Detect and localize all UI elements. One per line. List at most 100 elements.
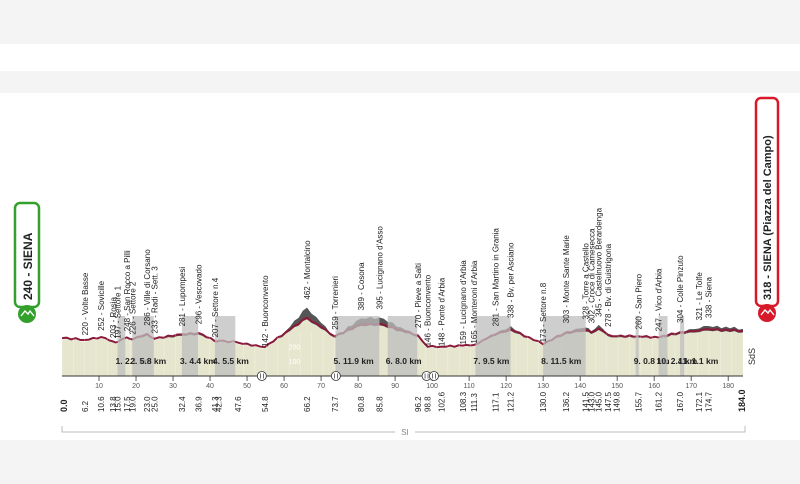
start-badge: 240 - SIENA xyxy=(13,201,41,323)
top-band-lower xyxy=(0,71,800,93)
place-label: 159 - Lucignano d'Arbia xyxy=(459,260,468,345)
sector-label: 10. 2.4 km xyxy=(657,356,698,366)
distance-label: 32.4 xyxy=(178,396,187,412)
distance-label: 73.7 xyxy=(331,396,340,412)
distance-label: 36.9 xyxy=(195,396,204,412)
distance-label: 66.2 xyxy=(303,396,312,412)
sector-label: 2. 5.8 km xyxy=(130,356,166,366)
sector-label: 11. 1.1 km xyxy=(678,356,719,366)
distance-label: 41.3 xyxy=(211,396,220,412)
feed-zone-icon xyxy=(429,371,439,381)
distance-label: 6.2 xyxy=(81,400,90,412)
place-label: 338 - Bv. per Asciano xyxy=(507,242,516,318)
x-tick-label: 60 xyxy=(280,383,288,390)
x-tick-label: 150 xyxy=(611,383,623,390)
place-label: 247 - Vico d'Arbia xyxy=(655,268,664,331)
x-tick-label: 80 xyxy=(354,383,362,390)
y-axis: 100 200 xyxy=(289,344,301,366)
sector-label: 3. 4.4 km xyxy=(180,356,216,366)
place-label: 321 - Le Tolfe xyxy=(695,272,704,321)
y-tick-label: 100 xyxy=(289,359,301,366)
distance-label: 102.6 xyxy=(438,391,447,412)
sector-band xyxy=(658,316,668,376)
place-label: 303 - Monte Sante Marie xyxy=(562,235,571,324)
bike-glyph-finish xyxy=(760,308,775,316)
place-label: 165 - Monteroni d'Arbia xyxy=(470,260,479,343)
x-tick-label: 20 xyxy=(132,383,140,390)
distance-label: 147.5 xyxy=(604,391,613,412)
sector-band xyxy=(132,316,154,376)
sector-band xyxy=(335,316,380,376)
x-tick-label: 30 xyxy=(169,383,177,390)
distance-label: 172.1 xyxy=(695,391,704,412)
distance-label: 130.0 xyxy=(539,391,548,412)
place-label: 462 - Montalcino xyxy=(303,240,312,300)
finish-km: 184.0 xyxy=(737,389,747,412)
bike-glyph-start xyxy=(20,309,35,317)
place-label: 146 - Buonconvento xyxy=(424,274,433,346)
x-axis: 10 20 30 40 50 60 70 80 90 100 110 120 130 140 150 160 1… xyxy=(62,371,743,390)
y-tick-label: 200 xyxy=(289,344,301,351)
distance-label: 145.0 xyxy=(595,391,604,412)
si-label: SI xyxy=(401,428,409,437)
distance-label: 23.0 xyxy=(143,396,152,412)
distance-labels: 6.2 10.6 13.815.0 17.519.0 23.025.0 32.4 36.9 4… xyxy=(81,391,714,412)
x-tick-label: 140 xyxy=(574,383,586,390)
place-label: 252 - Sovicille xyxy=(97,280,106,330)
finish-flag-icon xyxy=(758,304,776,322)
distance-label: 98.8 xyxy=(424,396,433,412)
distance-label: 143.0 xyxy=(587,391,596,412)
place-label: 197 - Settore 1 xyxy=(114,285,123,338)
place-label: 259 - Torrenieri xyxy=(331,276,340,330)
place-label: 296 - Vescovado xyxy=(195,264,204,324)
x-tick-label: 170 xyxy=(685,383,697,390)
distance-label: 17.5 xyxy=(123,396,132,412)
x-tick-label: 180 xyxy=(722,383,734,390)
distance-label: 117.1 xyxy=(491,392,500,412)
place-labels: 220 - Volte Basse 252 - Sovicille 203 - Ro… xyxy=(81,207,714,347)
x-tick-label: 110 xyxy=(464,383,475,390)
sector-band xyxy=(543,316,586,376)
distance-label: 149.8 xyxy=(612,391,621,412)
place-label: 278 - Bv. di Guistrigona xyxy=(604,243,613,327)
distance-label: 54.8 xyxy=(261,396,270,412)
sector-label: 8. 11.5 km xyxy=(541,356,582,366)
sector-band xyxy=(214,316,236,376)
place-label: 281 - San Martino in Grania xyxy=(491,228,500,327)
sector-band xyxy=(117,316,126,376)
distance-label: 121.2 xyxy=(507,391,516,412)
place-label: 260 - San Piero xyxy=(634,273,643,329)
place-label: 395 - Lucignano d'Asso xyxy=(376,226,385,310)
place-label: 173 - Settore n.8 xyxy=(539,282,548,342)
place-label: 220 - Volte Basse xyxy=(81,272,90,335)
finish-badge: 318 - SIENA (Piazza del Campo) xyxy=(754,96,780,322)
x-tick-label: 10 xyxy=(95,383,103,390)
place-label: 281 - Lupompesi xyxy=(178,267,187,327)
distance-label: 80.8 xyxy=(357,396,366,412)
place-label: 304 - Colle Pinzuto xyxy=(676,255,685,323)
distance-label: 108.3 xyxy=(459,391,468,412)
distance-label: 136.2 xyxy=(562,391,571,412)
si-bracket: SI xyxy=(61,426,746,437)
distance-label: 10.6 xyxy=(97,396,106,412)
sector-label: 5. 11.9 km xyxy=(334,356,375,366)
sds-label: SdS xyxy=(747,348,757,365)
feed-zone-icon xyxy=(330,371,341,381)
x-tick-label: 160 xyxy=(648,383,660,390)
start-flag-icon xyxy=(18,305,36,323)
si-label-bg xyxy=(395,426,415,437)
feed-zone-icon xyxy=(256,371,267,381)
distance-label: 174.7 xyxy=(705,391,714,412)
distance-label: 111.3 xyxy=(470,393,479,412)
x-tick-label: 70 xyxy=(317,383,325,390)
x-tick-label: 90 xyxy=(391,383,399,390)
finish-label: 318 - SIENA (Piazza del Campo) xyxy=(762,135,774,300)
place-label: 389 - Cosona xyxy=(357,262,366,311)
place-label: 148 - Ponte d'Arbia xyxy=(438,277,447,346)
sector-layer: 1. 2.1 km2. 5.8 km3. 4.4 km4. 5.5 km5. 1… xyxy=(116,316,719,376)
distance-label: 161.2 xyxy=(655,391,664,412)
distance-label: 13.8 xyxy=(109,396,118,412)
place-label: 226 - Settore 2 xyxy=(128,281,137,334)
distance-label: 96.2 xyxy=(414,396,423,412)
